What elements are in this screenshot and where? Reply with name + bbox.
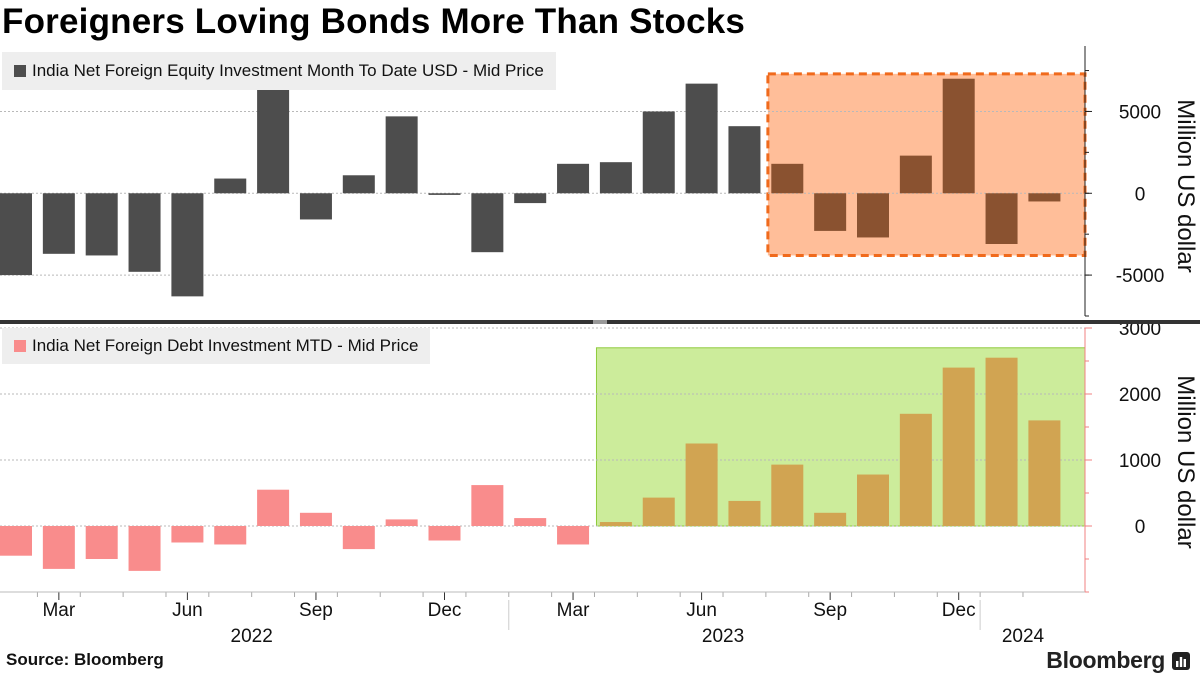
debt-bar-2023-12 — [942, 367, 975, 526]
brand-name: Bloomberg — [1046, 647, 1165, 673]
x-month-label: Jun — [172, 600, 203, 621]
debt-y-tick-label: 1000 — [1119, 451, 1161, 472]
x-month-label: Mar — [557, 600, 590, 621]
debt-y-tick-label: 0 — [1135, 517, 1146, 538]
debt-bar-2023-06 — [685, 443, 718, 526]
debt-bar-2023-11 — [899, 413, 932, 526]
debt-bar-2023-09 — [814, 512, 847, 526]
x-year-label: 2022 — [231, 626, 273, 647]
equity-bar-2023-03 — [557, 163, 590, 194]
debt-bar-2023-07 — [728, 500, 761, 526]
x-year-label: 2023 — [702, 626, 744, 647]
x-month-label: Sep — [299, 600, 333, 621]
equity-bar-2022-05 — [128, 193, 161, 272]
debt-legend: India Net Foreign Debt Investment MTD - … — [2, 328, 431, 364]
debt-bar-2023-04 — [599, 522, 632, 526]
debt-bar-2022-02 — [0, 526, 32, 556]
equity-panel: -5000 0 5000 — [0, 46, 1165, 317]
debt-bar-2024-02 — [1028, 420, 1061, 526]
debt-bar-2023-02 — [514, 518, 547, 526]
x-month-label: Mar — [42, 600, 75, 621]
equity-bar-2022-02 — [0, 193, 32, 276]
debt-bar-2022-10 — [342, 526, 375, 550]
equity-y-tick-label: 0 — [1135, 184, 1146, 205]
equity-bar-2023-08 — [771, 163, 804, 194]
equity-bar-2023-10 — [857, 193, 889, 238]
bloomberg-brand: Bloomberg — [1046, 647, 1190, 674]
source-note: Source: Bloomberg — [6, 650, 164, 669]
debt-bar-2022-09 — [299, 512, 332, 526]
equity-bar-2022-08 — [257, 82, 290, 194]
equity-bar-2022-04 — [85, 193, 118, 256]
debt-bar-2023-03 — [557, 526, 590, 545]
debt-y-tick-label: 2000 — [1119, 385, 1161, 406]
equity-bar-2022-12 — [428, 193, 461, 195]
equity-bar-2024-01 — [985, 193, 1018, 244]
debt-bar-2024-01 — [985, 357, 1018, 526]
chart-title: Foreigners Loving Bonds More Than Stocks — [2, 2, 746, 41]
debt-bar-2023-01 — [471, 485, 504, 526]
x-year-label: 2024 — [1002, 626, 1045, 647]
equity-y-axis-label: Million US dollar — [1172, 99, 1199, 273]
equity-legend-label: India Net Foreign Equity Investment Mont… — [32, 61, 544, 80]
equity-bar-2023-06 — [685, 83, 718, 194]
x-axis: Mar Jun Sep Dec Mar Jun Sep Dec 2022 2023 2024 — [0, 591, 1085, 647]
debt-bar-2023-05 — [642, 497, 675, 526]
x-month-label: Jun — [686, 600, 717, 621]
x-month-label: Dec — [428, 600, 462, 621]
debt-bar-2022-12 — [428, 526, 461, 541]
equity-bar-2023-07 — [728, 126, 761, 194]
equity-bar-2022-09 — [299, 193, 332, 220]
equity-bar-2023-05 — [642, 111, 675, 194]
divider-handle — [593, 320, 607, 324]
equity-y-tick-label: -5000 — [1116, 266, 1165, 287]
equity-bar-2023-04 — [599, 162, 632, 194]
debt-bar-2022-06 — [171, 526, 204, 543]
debt-bar-2022-03 — [42, 526, 75, 569]
debt-panel: 0 1000 2000 3000 — [0, 319, 1161, 593]
x-month-label: Sep — [813, 600, 847, 621]
debt-bar-2022-08 — [257, 489, 290, 526]
debt-bar-2022-07 — [214, 526, 247, 545]
equity-bar-2022-06 — [171, 193, 204, 297]
debt-y-tick-label: 3000 — [1119, 319, 1161, 340]
debt-legend-swatch — [14, 340, 26, 352]
debt-y-axis-label: Million US dollar — [1172, 375, 1199, 549]
equity-bar-2022-11 — [385, 116, 418, 194]
equity-bar-2022-10 — [342, 175, 375, 194]
debt-legend-label: India Net Foreign Debt Investment MTD - … — [32, 336, 419, 355]
debt-bar-2022-05 — [128, 526, 161, 571]
equity-bar-2024-02 — [1028, 193, 1061, 202]
equity-bar-2023-02 — [514, 193, 547, 204]
equity-legend: India Net Foreign Equity Investment Mont… — [2, 52, 556, 90]
bloomberg-chart-icon — [1172, 651, 1190, 670]
equity-bar-2023-09 — [814, 193, 847, 231]
equity-y-tick-label: 5000 — [1119, 102, 1161, 123]
equity-bar-2023-12 — [942, 78, 975, 194]
debt-bar-2023-10 — [857, 474, 889, 526]
equity-bar-2023-11 — [899, 155, 932, 194]
equity-bar-2023-01 — [471, 193, 504, 253]
debt-bar-2023-08 — [771, 464, 804, 526]
equity-bar-2022-07 — [214, 178, 247, 194]
debt-bar-2022-11 — [385, 519, 418, 526]
debt-bar-2022-04 — [85, 526, 118, 559]
equity-bar-2022-03 — [42, 193, 75, 254]
x-month-label: Dec — [942, 600, 976, 621]
equity-legend-swatch — [14, 65, 26, 77]
